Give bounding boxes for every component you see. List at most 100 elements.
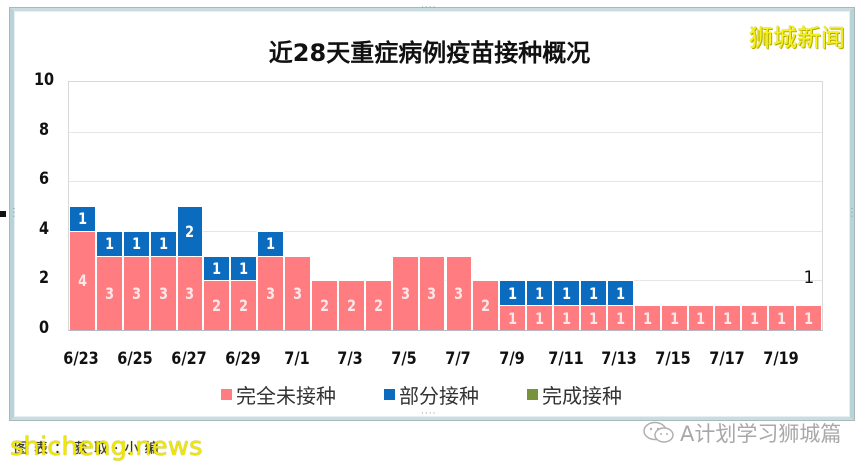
x-tick-label: 6/27 — [171, 349, 207, 369]
bar-7-17[interactable]: 1 — [714, 305, 742, 330]
bar-segment: 1 — [633, 305, 661, 330]
data-label: 1 — [131, 234, 141, 254]
bar-segment: 1 — [230, 255, 258, 281]
bar-segment: 2 — [311, 280, 338, 330]
y-tick-label: 4 — [39, 218, 50, 239]
bar-segment: 1 — [606, 280, 634, 306]
resize-handle-left[interactable]: ··· — [8, 207, 18, 219]
data-label: 2 — [373, 296, 383, 316]
resize-handle-bottom[interactable]: ···· — [421, 409, 437, 419]
bar-segment: 1 — [526, 305, 554, 330]
bar-7-14[interactable]: 1 — [633, 305, 661, 330]
bar-7-2[interactable]: 2 — [311, 280, 338, 330]
x-tick-label: 7/9 — [499, 349, 525, 369]
legend-swatch-icon — [384, 389, 395, 400]
y-tick-label: 10 — [34, 70, 55, 90]
wechat-icon — [643, 421, 674, 443]
bar-7-4[interactable]: 2 — [364, 280, 392, 330]
x-tick-label: 6/23 — [63, 349, 100, 369]
y-tick-label: 0 — [39, 318, 50, 338]
bar-7-15[interactable]: 1 — [660, 305, 688, 330]
bar-7-5[interactable]: 3 — [391, 255, 419, 330]
bar-7-6[interactable]: 3 — [418, 255, 446, 330]
chart-title: 近28天重症病例疫苗接种概况 — [268, 39, 591, 67]
bar-7-19[interactable]: 1 — [768, 305, 796, 330]
gridline — [69, 181, 822, 183]
data-label: 1 — [535, 283, 545, 303]
data-label: 1 — [104, 234, 114, 254]
data-label: 1 — [804, 308, 813, 328]
bar-segment: 3 — [176, 255, 204, 330]
bar-7-7[interactable]: 3 — [445, 255, 473, 330]
bar-7-3[interactable]: 2 — [337, 280, 365, 330]
data-label: 2 — [239, 296, 249, 316]
bar-7-18[interactable]: 1 — [741, 305, 769, 330]
gridline — [69, 131, 822, 133]
data-label: 2 — [185, 221, 195, 241]
bar-7-20[interactable]: 1 — [795, 305, 822, 330]
legend-label: 部分接种 — [399, 384, 479, 408]
data-label: 1 — [777, 308, 787, 328]
legend-label: 完成接种 — [542, 384, 622, 408]
bar-segment: 1 — [606, 305, 634, 330]
bar-7-1[interactable]: 3 — [284, 255, 312, 330]
bar-7-8[interactable]: 2 — [472, 280, 500, 330]
bar-segment: 2 — [472, 280, 500, 330]
data-label: 1 — [562, 283, 571, 303]
legend-item-partial: 部分接种 — [384, 380, 479, 409]
data-label: 2 — [212, 296, 222, 316]
bar-segment: 1 — [553, 305, 580, 330]
resize-handle-right[interactable]: ··· — [846, 207, 856, 219]
bar-7-16[interactable]: 1 — [687, 305, 715, 330]
bar-segment: 3 — [418, 255, 446, 330]
resize-handle-top[interactable]: ···· — [421, 3, 437, 13]
bar-segment: 1 — [95, 230, 123, 256]
data-label: 3 — [454, 283, 464, 303]
x-tick-label: 7/11 — [547, 349, 584, 369]
bar-segment: 1 — [257, 230, 285, 256]
bar-segment: 1 — [579, 305, 607, 330]
x-tick-label: 7/7 — [445, 349, 471, 369]
bar-segment: 3 — [391, 255, 419, 330]
underlying-caption: 图表：获取·小编 — [14, 441, 165, 457]
account-watermark: A计划学习狮城篇 — [642, 418, 841, 448]
bar-segment: 1 — [768, 305, 796, 330]
data-label: 1 — [212, 259, 222, 278]
data-label: 1 — [508, 283, 518, 303]
bar-segment: 1 — [499, 280, 527, 306]
site-watermark: 图表：获取·小编 shicheng.news — [10, 432, 203, 462]
x-tick-label: 7/13 — [601, 349, 638, 369]
bar-segment: 1 — [795, 305, 822, 330]
bar-segment: 3 — [149, 255, 177, 330]
bar-segment: 1 — [203, 255, 231, 281]
bar-segment: 2 — [364, 280, 392, 330]
data-label: 1 — [508, 308, 518, 328]
y-tick-label: 8 — [39, 119, 50, 140]
data-label: 2 — [481, 296, 491, 316]
data-label: 3 — [158, 283, 168, 303]
bar-segment: 1 — [714, 305, 742, 330]
bar-segment: 3 — [445, 255, 473, 330]
data-label: 3 — [293, 283, 303, 303]
data-label: 1 — [77, 209, 87, 229]
y-tick-label: 6 — [39, 169, 50, 190]
data-label: 1 — [158, 234, 168, 254]
data-label: 2 — [320, 296, 329, 316]
x-tick-label: 6/29 — [225, 349, 261, 369]
x-tick-label: 7/15 — [655, 349, 691, 369]
